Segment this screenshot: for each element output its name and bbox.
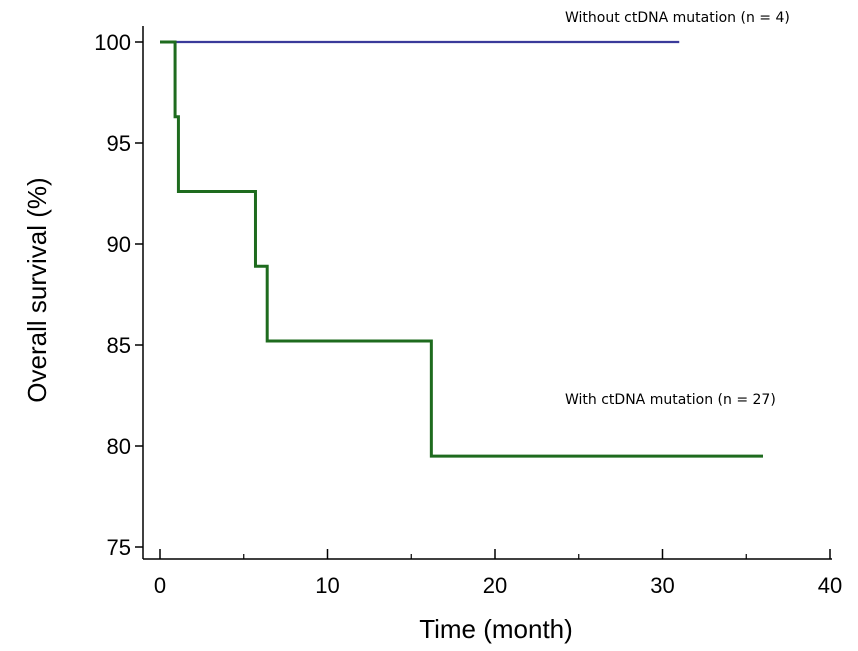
series-lines [160, 40, 763, 458]
x-tick-label-10: 10 [315, 573, 339, 598]
x-axis-title: Time (month) [419, 614, 573, 644]
y-tick-label-95: 95 [107, 131, 131, 156]
axes [142, 26, 832, 560]
x-tick-label-0: 0 [154, 573, 166, 598]
series-line-with-mutation [160, 40, 763, 458]
series-label-without-mutation: Without ctDNA mutation (n = 4) [565, 10, 790, 26]
x-tick-label-20: 20 [483, 573, 507, 598]
x-tick-label-30: 30 [650, 573, 674, 598]
x-tick-label-40: 40 [818, 573, 842, 598]
y-tick-label-100: 100 [94, 30, 131, 55]
series-label-with-mutation: With ctDNA mutation (n = 27) [565, 392, 776, 408]
labels: Time (month) Overall survival (%) Withou… [22, 10, 790, 644]
y-tick-label-80: 80 [107, 434, 131, 459]
ticks: 75 80 85 90 95 100 0 10 20 30 40 [94, 30, 842, 598]
y-tick-label-90: 90 [107, 232, 131, 257]
y-tick-label-85: 85 [107, 333, 131, 358]
y-axis-title: Overall survival (%) [22, 177, 52, 402]
y-tick-label-75: 75 [107, 535, 131, 560]
